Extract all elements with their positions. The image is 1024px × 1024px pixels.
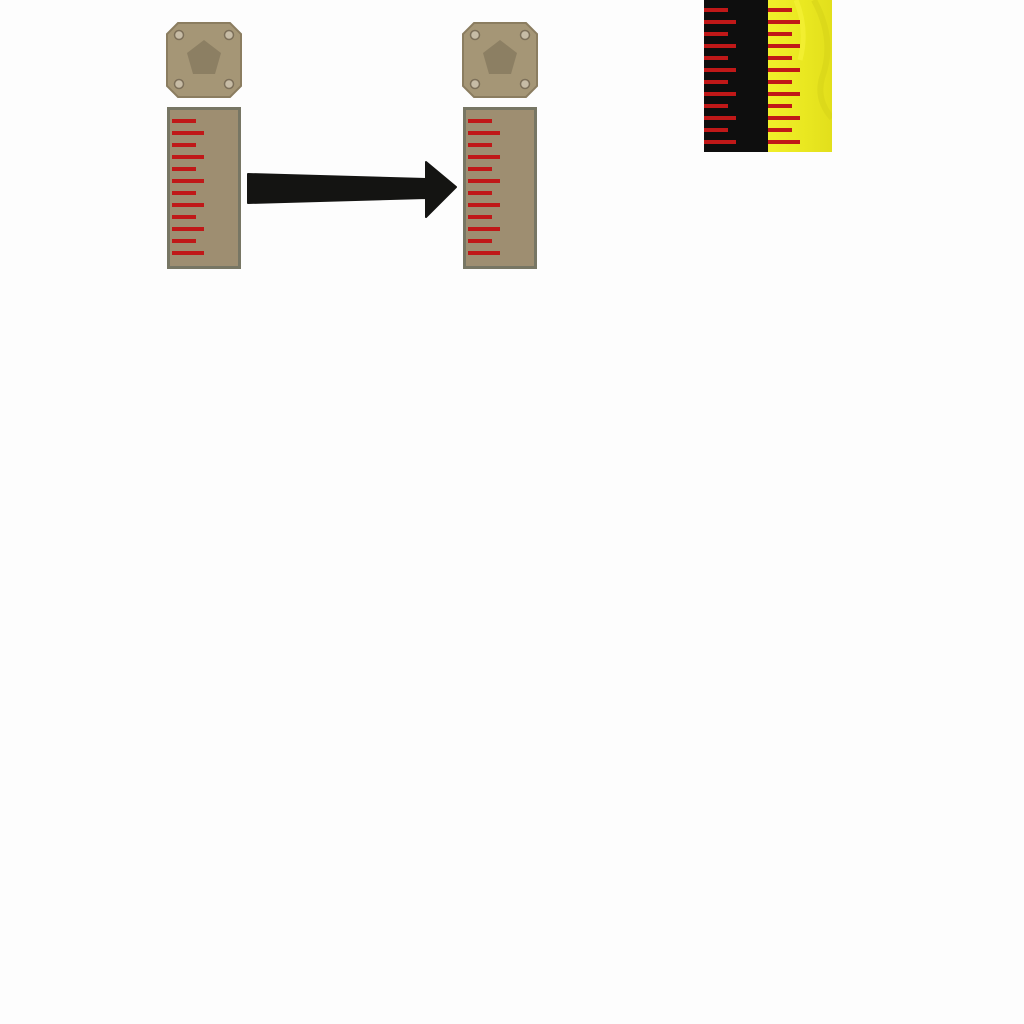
right-arrow-icon bbox=[247, 161, 457, 218]
pentagon-plate-icon bbox=[166, 22, 242, 98]
ruler-tick bbox=[172, 239, 196, 243]
ruler-ticks bbox=[704, 8, 736, 144]
ruler-tick bbox=[768, 104, 792, 108]
ruler-ticks bbox=[468, 119, 500, 255]
ruler-tick bbox=[172, 179, 204, 183]
ruler-tick bbox=[172, 215, 196, 219]
ruler-tick bbox=[768, 20, 800, 24]
ruler-tick bbox=[468, 179, 500, 183]
ruler-tick bbox=[172, 167, 196, 171]
ruler-tick bbox=[704, 92, 736, 96]
ruler-tick bbox=[768, 128, 792, 132]
ruler-tick bbox=[768, 8, 792, 12]
ruler-tick bbox=[468, 191, 492, 195]
ruler-tick bbox=[768, 92, 800, 96]
ruler-tick bbox=[704, 32, 728, 36]
ruler-tick bbox=[704, 56, 728, 60]
black-yellow-ruler-strip bbox=[704, 0, 832, 152]
ruler-tick bbox=[768, 32, 792, 36]
ruler-tick bbox=[172, 131, 204, 135]
ruler-tick bbox=[704, 128, 728, 132]
ruler-tick bbox=[704, 8, 728, 12]
ruler-tick bbox=[768, 44, 800, 48]
ruler-tick bbox=[468, 215, 492, 219]
ruler-tick bbox=[704, 104, 728, 108]
ruler-tick bbox=[768, 140, 800, 144]
ruler-tick bbox=[468, 119, 492, 123]
ruler-tick bbox=[704, 116, 736, 120]
ruler-tick bbox=[468, 227, 500, 231]
ruler-tick bbox=[468, 251, 500, 255]
ruler-tick bbox=[172, 191, 196, 195]
ruler-ticks bbox=[768, 8, 800, 144]
ruler-tick bbox=[172, 119, 196, 123]
ruler-right bbox=[463, 107, 537, 269]
pentagon-plate-icon bbox=[462, 22, 538, 98]
ruler-ticks bbox=[172, 119, 204, 255]
ruler-tick bbox=[704, 20, 736, 24]
ruler-tick bbox=[704, 44, 736, 48]
ruler-tick bbox=[468, 143, 492, 147]
ruler-tick bbox=[768, 116, 800, 120]
ruler-tick bbox=[468, 239, 492, 243]
ruler-tick bbox=[468, 155, 500, 159]
ruler-tick bbox=[768, 68, 800, 72]
ruler-tick bbox=[172, 143, 196, 147]
ruler-tick bbox=[704, 80, 728, 84]
ruler-tick bbox=[704, 68, 736, 72]
ruler-tick bbox=[768, 80, 792, 84]
ruler-tick bbox=[468, 203, 500, 207]
ruler-tick bbox=[172, 203, 204, 207]
ruler-tick bbox=[468, 131, 500, 135]
ruler-left bbox=[167, 107, 241, 269]
ruler-tick bbox=[172, 155, 204, 159]
ruler-tick bbox=[704, 140, 736, 144]
ruler-tick bbox=[768, 56, 792, 60]
ruler-tick bbox=[172, 251, 204, 255]
ruler-tick bbox=[468, 167, 492, 171]
ruler-tick bbox=[172, 227, 204, 231]
